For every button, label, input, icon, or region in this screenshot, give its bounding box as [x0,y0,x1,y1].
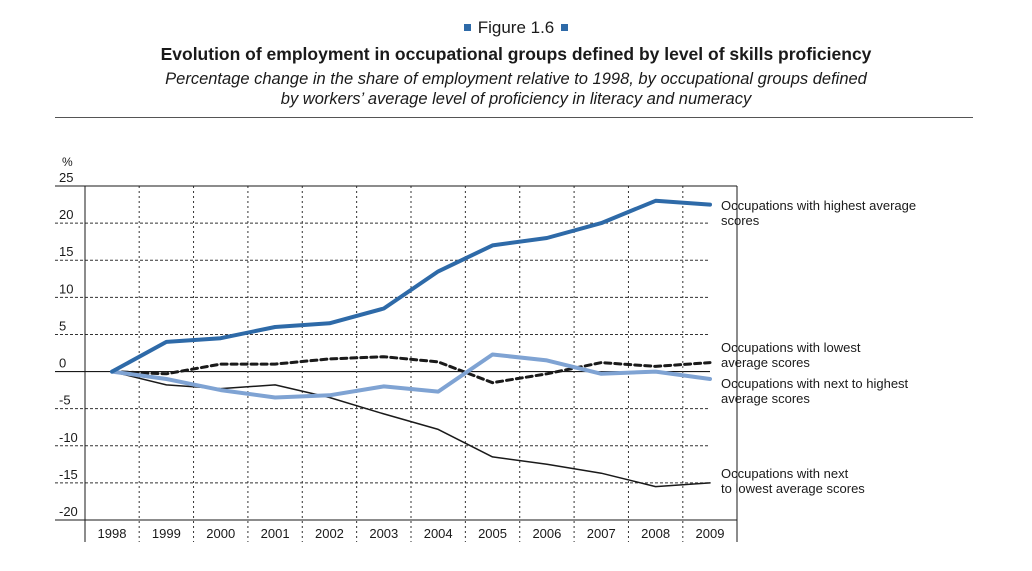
x-tick-label: 2003 [369,526,398,541]
chart-subtitle: Percentage change in the share of employ… [160,69,872,109]
y-tick-label: 20 [59,207,73,222]
figure-label: Figure 1.6 [0,18,1032,38]
x-tick-label: 2004 [424,526,453,541]
series-line [110,352,712,400]
subtitle-line-2: by workers’ average level of proficiency… [280,90,752,108]
series-label: Occupations with next to highest [721,376,909,391]
series-line [110,355,712,385]
x-tick-label: 1998 [98,526,127,541]
y-tick-label: 5 [59,318,66,333]
y-tick-label: -15 [59,467,78,482]
x-tick-label: 2000 [206,526,235,541]
x-tick-label: 2002 [315,526,344,541]
x-tick-label: 2008 [641,526,670,541]
chart-title: Evolution of employment in occupational … [160,44,872,64]
subtitle-line-1: Percentage change in the share of employ… [165,70,867,88]
y-tick-label: 15 [59,244,73,259]
series-label: average scores [721,391,810,406]
square-bullet-icon [463,23,471,31]
x-tick-label: 1999 [152,526,181,541]
square-bullet-icon [561,23,569,31]
y-tick-label: 0 [59,356,66,371]
series-label: Occupations with next [721,466,849,481]
title-divider [55,117,973,118]
series-label: average scores [721,355,810,370]
y-tick-label: -20 [59,504,78,519]
series-label: to lowest average scores [721,481,865,496]
figure-label-text: Figure 1.6 [477,18,555,37]
y-tick-label: -5 [59,393,71,408]
y-tick-label: 25 [59,170,73,185]
y-axis-unit-label: % [62,155,73,169]
x-tick-label: 2005 [478,526,507,541]
y-tick-label: -10 [59,430,78,445]
x-tick-label: 2009 [696,526,725,541]
series-line [110,198,712,374]
x-tick-label: 2006 [532,526,561,541]
series-label: Occupations with highest average [721,198,916,213]
series-label: Occupations with lowest [721,340,861,355]
x-tick-label: 2001 [261,526,290,541]
x-tick-label: 2007 [587,526,616,541]
y-tick-label: 10 [59,281,73,296]
series-label: scores [721,213,760,228]
